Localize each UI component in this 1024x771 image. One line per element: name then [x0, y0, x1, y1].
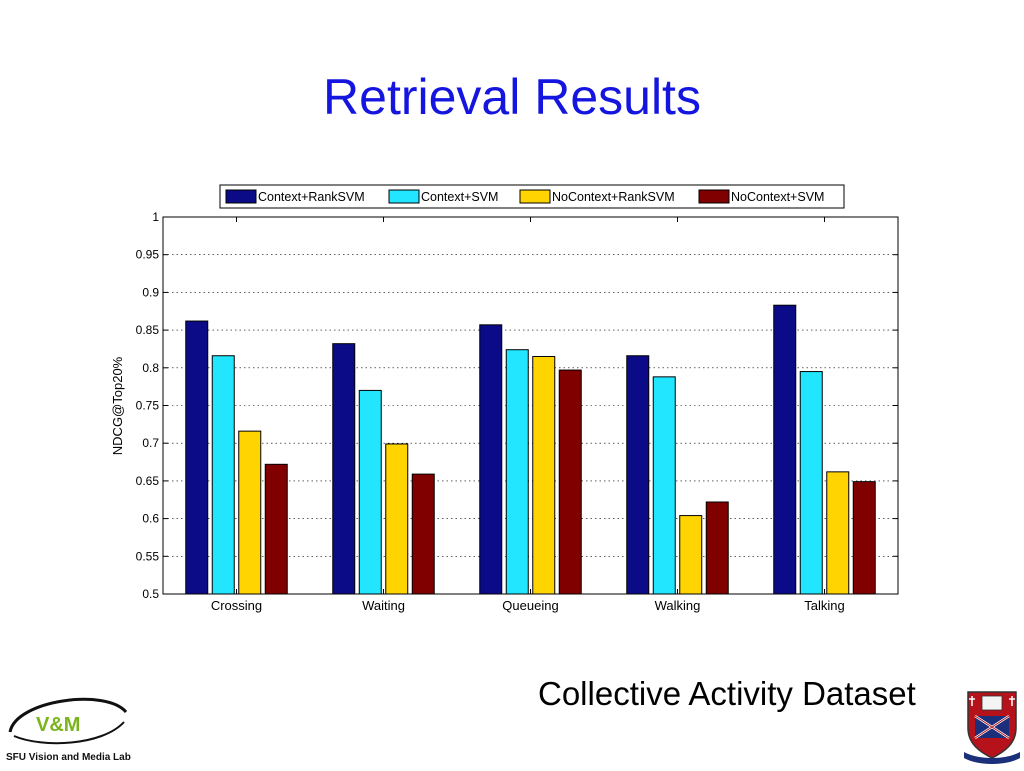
bar	[558, 369, 582, 595]
y-tick-label: 0.55	[136, 549, 160, 563]
y-tick-label: 0.85	[136, 323, 160, 337]
bar	[679, 515, 703, 595]
x-tick-label: Talking	[804, 598, 844, 613]
ndcg-bar-chart: 0.5 0.55 0.6 0.65 0.7 0.75 0.8 0.85 0.9 0.95 1 Cro…	[110, 184, 899, 613]
legend-label: Context+SVM	[421, 190, 498, 204]
bar	[264, 463, 288, 595]
x-tick-label: Waiting	[362, 598, 405, 613]
bar	[852, 481, 876, 595]
bar	[238, 430, 262, 595]
y-tick-label: 0.9	[142, 285, 159, 299]
y-tick-label: 0.65	[136, 474, 160, 488]
legend-swatch	[519, 189, 551, 204]
bar	[773, 304, 797, 595]
x-tick-label: Crossing	[211, 598, 262, 613]
bar	[626, 355, 650, 595]
y-tick-label: 0.5	[142, 587, 159, 601]
bar	[385, 443, 409, 595]
y-tick-label: 0.75	[136, 399, 160, 413]
bar	[505, 349, 529, 595]
legend-label: Context+RankSVM	[258, 190, 365, 204]
dataset-caption: Collective Activity Dataset	[538, 675, 916, 712]
x-tick-label: Walking	[655, 598, 701, 613]
legend-label: NoContext+RankSVM	[552, 190, 675, 204]
vml-logo: V&M SFU Vision and Media Lab	[2, 688, 134, 768]
legend-swatch	[698, 189, 730, 204]
bar	[358, 389, 382, 595]
bar	[705, 501, 729, 595]
vml-logo-mark: V&M	[8, 697, 128, 745]
y-tick-label: 0.95	[136, 248, 160, 262]
university-crest-logo	[962, 686, 1022, 766]
x-axis: Crossing Waiting Queueing Walking Talking	[211, 217, 845, 613]
bars	[185, 304, 876, 595]
bar	[185, 320, 209, 595]
y-axis-label: NDCG@Top20%	[110, 356, 125, 455]
crest-icon	[964, 691, 1020, 764]
legend-swatch	[388, 189, 420, 204]
legend-label: NoContext+SVM	[731, 190, 824, 204]
y-tick-label: 0.6	[142, 512, 159, 526]
bar	[652, 376, 676, 595]
bar	[211, 355, 235, 595]
slide-title: Retrieval Results	[323, 69, 701, 125]
bar	[532, 355, 556, 595]
bar	[411, 473, 435, 595]
legend-swatch	[225, 189, 257, 204]
y-axis: 0.5 0.55 0.6 0.65 0.7 0.75 0.8 0.85 0.9 0.95 1	[136, 210, 898, 601]
y-tick-label: 1	[152, 210, 159, 224]
legend: Context+RankSVM Context+SVM NoContext+Rank…	[219, 184, 845, 209]
bar	[332, 343, 356, 595]
y-tick-label: 0.7	[142, 436, 159, 450]
vml-logo-letters: V&M	[36, 714, 80, 736]
y-tick-label: 0.8	[142, 361, 159, 375]
bar	[479, 324, 503, 595]
bar	[826, 471, 850, 595]
x-tick-label: Queueing	[502, 598, 558, 613]
lab-name: SFU Vision and Media Lab	[6, 752, 131, 763]
bar	[799, 371, 823, 595]
